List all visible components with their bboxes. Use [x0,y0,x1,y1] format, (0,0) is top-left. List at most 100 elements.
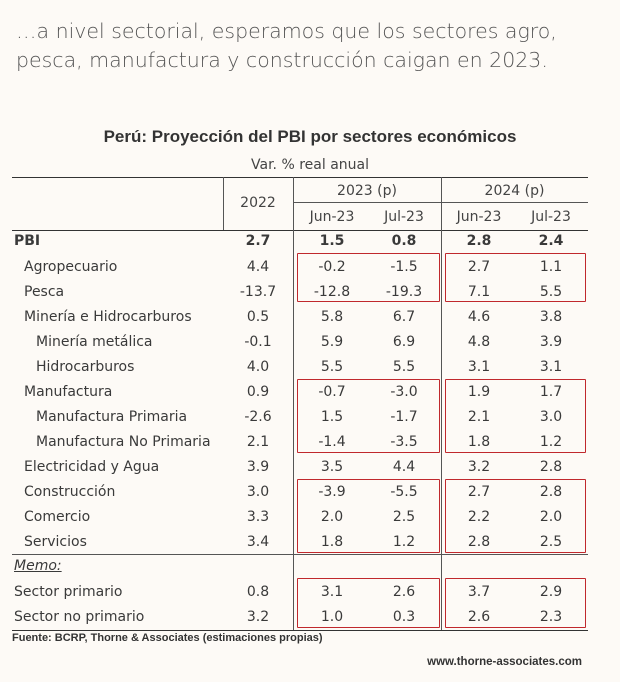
table-row-value: 2.7 [245,233,271,249]
table-row-label: Agropecuario [24,259,118,275]
header-bottom-rule [12,230,588,231]
table-row-value: 4.6 [467,309,491,325]
table-row-value: -12.8 [313,284,351,300]
highlight-construccion-2024 [445,479,586,553]
table-row-value: -0.7 [318,384,346,400]
table-row-value: 7.1 [467,284,491,300]
table-row-value: 6.9 [392,334,416,350]
header-2022: 2022 [240,195,276,211]
vrule-3 [441,177,442,630]
table-row-value: -3.9 [318,484,346,500]
table-row-value: 0.8 [391,233,417,249]
memo-row-value: 3.1 [320,584,344,600]
table-row-value: 1.1 [539,259,563,275]
table-row-value: 2.5 [539,534,563,550]
table-row-value: 3.3 [246,509,270,525]
table-row-label: Comercio [24,509,91,525]
table-row-value: -1.5 [390,259,418,275]
table-row-value: 2.8 [539,459,563,475]
header-2024-group: 2024 (p) [484,183,545,199]
table-row-value: 3.1 [539,359,563,375]
table-row-value: 2.4 [538,233,564,249]
table-row-label: Manufactura Primaria [36,409,188,425]
table-row-value: 2.8 [467,534,491,550]
memo-row-value: 0.3 [392,609,416,625]
website-link[interactable]: www.thorne-associates.com [427,656,582,668]
table-row-value: 1.2 [392,534,416,550]
table-row-value: 0.9 [246,384,270,400]
highlight-agro-pesca-2024 [445,253,586,302]
memo-row-value: 3.2 [246,609,270,625]
memo-label: Memo: [14,558,62,574]
table-row-value: -3.5 [390,434,418,450]
table-title: Perú: Proyección del PBI por sectores ec… [103,127,517,146]
header-jul23-2024: Jul-23 [531,209,571,225]
table-subtitle: Var. % real anual [251,157,369,173]
table-row-value: 2.8 [539,484,563,500]
header-jun23-2023: Jun-23 [309,209,355,225]
table-row-label: PBI [14,233,41,249]
table-row-value: 3.1 [467,359,491,375]
table-row-value: -19.3 [385,284,423,300]
table-row-value: -1.4 [318,434,346,450]
table-row-value: 2.7 [467,484,491,500]
table-row-value: 4.4 [392,459,416,475]
table-row-value: 2.7 [467,259,491,275]
highlight-memo-2024 [445,578,586,628]
table-top-rule [12,177,588,178]
table-row-value: 3.9 [539,334,563,350]
headline: …a nivel sectorial, esperamos que los se… [16,19,557,72]
table-row-value: 2.5 [392,509,416,525]
header-jul23-2023: Jul-23 [384,209,424,225]
table-row-value: 5.5 [392,359,416,375]
table-row-label: Minería e Hidrocarburos [24,309,192,325]
table-row-value: 3.9 [246,459,270,475]
memo-row-label: Sector no primario [14,609,145,625]
vrule-1 [223,177,224,230]
memo-row-value: 2.3 [539,609,563,625]
table-row-label: Hidrocarburos [36,359,135,375]
table-row-value: -2.6 [244,409,272,425]
header-2023-group: 2023 (p) [337,183,397,199]
source-note: Fuente: BCRP, Thorne & Associates (estim… [12,632,323,644]
table-row-value: 4.8 [467,334,491,350]
table-row-value: 1.2 [539,434,563,450]
highlight-construccion-2023 [297,479,440,553]
table-row-value: -5.5 [390,484,418,500]
table-row-value: 3.2 [467,459,491,475]
table-row-value: 4.0 [246,359,270,375]
memo-row-label: Sector primario [14,584,123,600]
highlight-manufactura-2024 [445,379,586,453]
table-row-value: 3.5 [320,459,344,475]
table-row-value: 5.8 [320,309,344,325]
table-row-value: 2.1 [246,434,270,450]
table-row-label: Pesca [24,284,65,300]
table-row-value: 6.7 [392,309,416,325]
table-row-value: 1.7 [539,384,563,400]
table-row-value: 2.8 [466,233,492,249]
table-row-value: 1.8 [320,534,344,550]
memo-row-value: 2.6 [392,584,416,600]
table-row-value: 2.0 [539,509,563,525]
table-row-value: 3.4 [246,534,270,550]
memo-rule [12,554,588,555]
memo-row-value: 2.9 [539,584,563,600]
table-row-value: 1.9 [467,384,491,400]
table-row-value: -13.7 [239,284,277,300]
table-row-value: -1.7 [390,409,418,425]
header-jun23-2024: Jun-23 [456,209,502,225]
memo-row-value: 0.8 [246,584,270,600]
vrule-2 [293,177,294,630]
table-row-value: 3.0 [539,409,563,425]
group-header-rule [293,202,588,203]
memo-row-value: 2.6 [467,609,491,625]
table-row-value: -3.0 [390,384,418,400]
table-row-value: 1.5 [320,409,344,425]
table-row-value: 3.8 [539,309,563,325]
table-row-label: Electricidad y Agua [24,459,160,475]
table-row-value: -0.2 [318,259,346,275]
table-row-label: Servicios [24,534,87,550]
table-row-value: 5.5 [539,284,563,300]
table-row-value: 1.8 [467,434,491,450]
table-row-value: 0.5 [246,309,270,325]
